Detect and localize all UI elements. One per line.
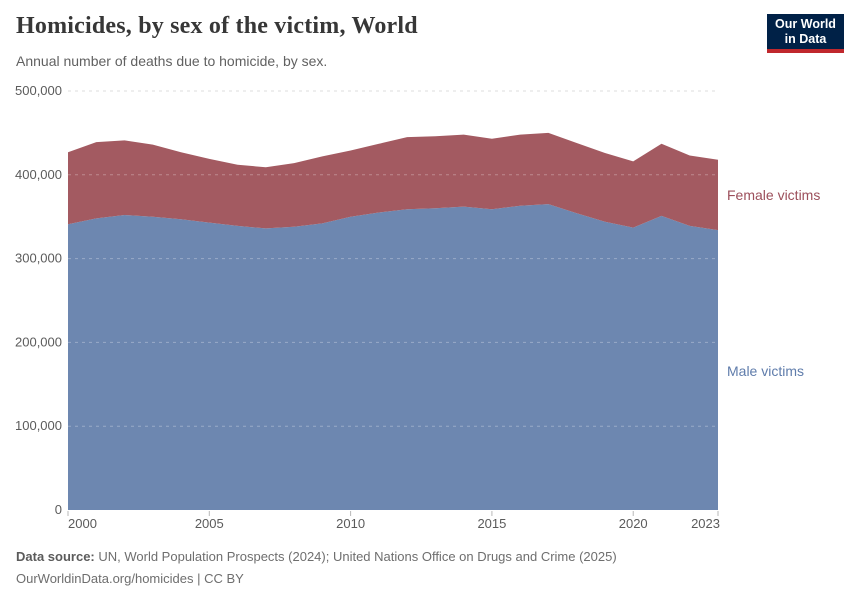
y-axis-label: 300,000 (15, 251, 62, 266)
footer: Data source: UN, World Population Prospe… (16, 546, 617, 590)
page-title: Homicides, by sex of the victim, World (16, 13, 418, 39)
data-source-label: Data source: (16, 549, 95, 564)
x-axis-label: 2015 (477, 516, 506, 531)
footer-license-line: OurWorldinData.org/homicides | CC BY (16, 571, 244, 586)
legend-label-female-victims: Female victims (727, 187, 821, 203)
male-victims-area[interactable] (68, 204, 718, 510)
owid-logo-line2: in Data (784, 31, 827, 46)
owid-logo-line1: Our World (775, 17, 836, 31)
x-axis-label: 2010 (336, 516, 365, 531)
x-axis-label: 2000 (68, 516, 97, 531)
x-axis-label: 2005 (195, 516, 224, 531)
page-subtitle: Annual number of deaths due to homicide,… (16, 53, 328, 69)
legend-label-male-victims: Male victims (727, 363, 805, 379)
y-axis-label: 200,000 (15, 334, 62, 349)
y-axis-label: 0 (55, 502, 62, 517)
footer-source-line: Data source: UN, World Population Prospe… (16, 546, 617, 568)
y-axis-label: 100,000 (15, 418, 62, 433)
data-source-text: UN, World Population Prospects (2024); U… (94, 549, 617, 564)
x-axis-label: 2023 (691, 516, 720, 531)
owid-logo-red-bar (767, 49, 844, 53)
x-axis-label: 2020 (619, 516, 648, 531)
y-axis-label: 500,000 (15, 83, 62, 98)
owid-logo-text: Our World in Data (767, 14, 844, 49)
female-victims-area[interactable] (68, 132, 718, 231)
owid-logo: Our World in Data (767, 14, 844, 53)
y-axis-label: 400,000 (15, 167, 62, 182)
